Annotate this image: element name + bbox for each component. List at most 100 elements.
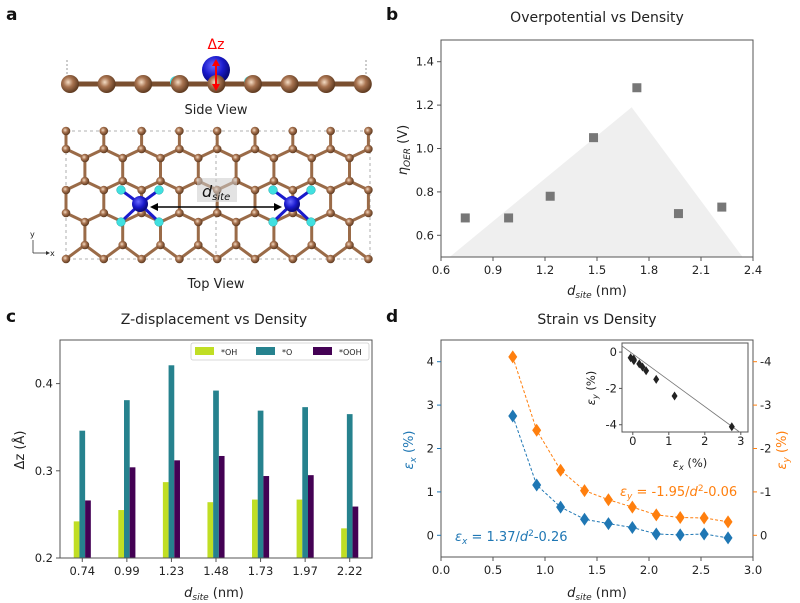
- legend-swatch: [195, 347, 214, 355]
- y-tick-label-right: -4: [760, 355, 771, 369]
- panel-b-chart: Overpotential vs Density 0.6 0.9 1.2 1.5 1.8…: [396, 10, 762, 301]
- carbon-atom: [307, 176, 317, 186]
- inset-x-tick-label: 1: [665, 434, 672, 448]
- arrow-head: [212, 59, 220, 66]
- y-tick-label: 0.2: [35, 551, 53, 565]
- inset-x-tick-label: 0: [629, 434, 636, 448]
- nitrogen-atom: [268, 217, 278, 227]
- fit-curve-x: [512, 415, 729, 539]
- y-tick-label-right: -3: [760, 398, 771, 412]
- carbon-atom: [364, 254, 373, 264]
- carbon-atom: [288, 185, 298, 195]
- bar-ooh: [129, 467, 136, 558]
- data-point-y: [580, 484, 590, 498]
- inset-ylabel: εy (%): [584, 371, 600, 406]
- side-view-structure: [61, 56, 372, 93]
- x-tick-label: 0.99: [114, 564, 140, 578]
- carbon-atom: [99, 185, 109, 195]
- carbon-atom: [170, 75, 189, 93]
- bar-oh: [73, 521, 80, 558]
- carbon-atom: [345, 240, 354, 250]
- data-point-x: [675, 528, 685, 542]
- carbon-atom: [80, 217, 90, 227]
- carbon-atom: [175, 144, 184, 154]
- bar-ooh: [307, 475, 314, 558]
- inset-x-tick-label: 2: [701, 434, 708, 448]
- inset-data-point: [653, 374, 660, 384]
- carbon-atom: [212, 208, 222, 218]
- nitrogen-atom: [306, 185, 316, 195]
- chart-c-ylabel: Δz (Å): [12, 431, 28, 470]
- carbon-atom: [326, 208, 335, 218]
- data-point-y: [651, 508, 661, 522]
- bar-oh: [296, 499, 303, 558]
- chart-d-xlabel: dsite (nm): [567, 586, 627, 603]
- carbon-atom: [345, 153, 354, 163]
- y-tick-label-right: -2: [760, 442, 771, 456]
- carbon-atom: [269, 240, 279, 250]
- carbon-atom: [97, 75, 116, 93]
- inset-x-tick-label: 3: [737, 434, 744, 448]
- panel-label-a: a: [6, 5, 17, 25]
- y-tick-label-left: 2: [427, 442, 434, 456]
- data-point: [460, 213, 470, 223]
- chart-d-title: Strain vs Density: [537, 312, 656, 328]
- data-point-x: [508, 409, 518, 423]
- bar-ooh: [263, 476, 270, 558]
- carbon-atom: [175, 185, 184, 195]
- carbon-atom: [364, 126, 373, 136]
- bar-o: [213, 390, 219, 558]
- dsite-label-box: [197, 178, 237, 202]
- carbon-atom: [345, 217, 354, 227]
- delta-z-label: Δz: [208, 37, 225, 53]
- carbon-atom: [137, 144, 146, 154]
- carbon-atom: [80, 153, 90, 163]
- carbon-atom: [345, 176, 354, 186]
- y-tick-label: 1.0: [416, 142, 434, 156]
- y-tick-label-left: 4: [427, 355, 434, 369]
- data-point-y: [532, 423, 542, 437]
- bar-o: [124, 400, 130, 558]
- carbon-atom: [137, 254, 146, 264]
- bar-oh: [162, 482, 169, 558]
- legend-label: *OOH: [339, 348, 362, 357]
- carbon-atom: [194, 240, 203, 250]
- nitrogen-atom: [116, 217, 126, 227]
- y-tick-label-left: 3: [427, 398, 434, 412]
- inset-y-tick-label: -4: [606, 418, 617, 432]
- carbon-atom: [269, 176, 279, 186]
- data-point-x: [723, 531, 733, 545]
- legend-label: *O: [282, 348, 292, 357]
- carbon-atom: [326, 144, 335, 154]
- carbon-atom: [156, 240, 165, 250]
- x-tick-label: 2.5: [692, 563, 710, 577]
- y-tick-label: 0.6: [416, 228, 434, 242]
- carbon-atom: [244, 75, 262, 93]
- data-point-y: [508, 350, 518, 364]
- legend-swatch: [313, 347, 332, 355]
- bar-o: [168, 365, 175, 558]
- x-tick-label: 0.5: [484, 563, 502, 577]
- metal-atom: [132, 196, 148, 212]
- carbon-atom: [212, 126, 222, 136]
- x-tick-label: 1.0: [536, 563, 554, 577]
- y-tick-label-right: 0: [760, 528, 767, 542]
- x-tick-label: 1.97: [292, 564, 318, 578]
- inset-axes: [621, 342, 749, 433]
- metal-atom: [284, 196, 300, 212]
- carbon-atom: [326, 254, 335, 264]
- carbon-atom: [61, 208, 71, 218]
- x-tick-label: 2.0: [640, 563, 658, 577]
- data-point-x: [556, 500, 566, 514]
- carbon-atom: [250, 208, 260, 218]
- carbon-atom: [231, 153, 241, 163]
- x-tick-label: 1.73: [248, 564, 274, 578]
- data-point-y: [699, 511, 709, 525]
- x-tick-label: 1.48: [203, 564, 229, 578]
- x-tick-label: 1.8: [640, 263, 658, 277]
- fit-annotation-x: εx = 1.37/d2-0.26: [455, 529, 567, 547]
- bar-o: [302, 407, 308, 558]
- carbon-atom: [280, 75, 299, 93]
- arrow-head: [274, 203, 282, 211]
